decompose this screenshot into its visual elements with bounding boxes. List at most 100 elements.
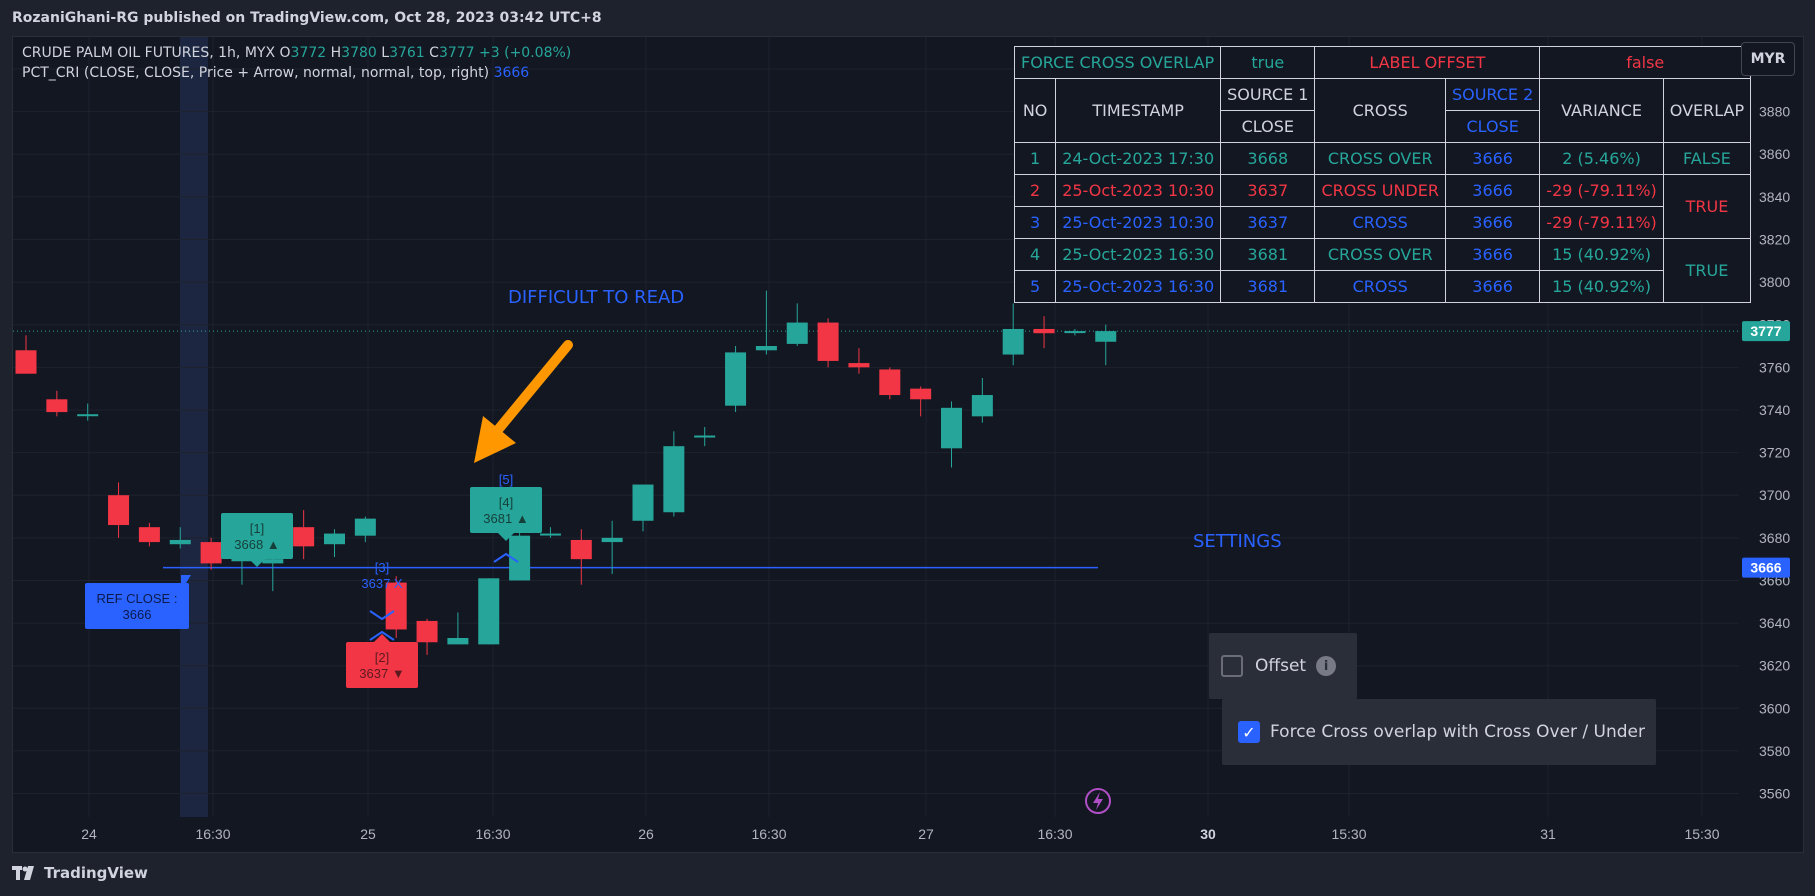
candle-body: [324, 533, 345, 545]
cross-label-4-box: [470, 487, 542, 533]
candle-body: [46, 399, 68, 413]
low-key: L: [381, 45, 390, 61]
row-timestamp: 24-Oct-2023 17:30: [1055, 142, 1222, 175]
candle-body: [755, 346, 777, 351]
y-tick-label: 3640: [1759, 615, 1790, 631]
label-offset-value: false: [1539, 46, 1752, 79]
x-tick-label: 25: [360, 826, 376, 842]
row-source2: 3666: [1444, 142, 1541, 175]
table-row: 3 25-Oct-2023 10:30 3637 CROSS 3666 -29 …: [1013, 206, 1751, 239]
row-cross: CROSS OVER: [1314, 142, 1446, 175]
x-tick-label: 16:30: [195, 826, 230, 842]
candle-body: [416, 620, 438, 643]
cross-chevron-3: [369, 610, 395, 621]
x-tick-label: 31: [1540, 826, 1556, 842]
x-tick-label: 16:30: [475, 826, 510, 842]
x-tick-label: 15:30: [1331, 826, 1366, 842]
row-cross: CROSS: [1314, 270, 1446, 303]
cross-label-2-pointer: [374, 634, 390, 642]
header-timestamp: TIMESTAMP: [1055, 78, 1222, 143]
reference-price-tag: 3666: [1750, 560, 1781, 576]
currency-button[interactable]: MYR: [1741, 42, 1795, 76]
cross-label-4-line1: [4]: [499, 495, 513, 510]
y-tick-label: 3740: [1759, 402, 1790, 418]
orange-arrow-shaft: [492, 340, 573, 436]
header-source1: SOURCE 1: [1220, 78, 1316, 111]
last-price-tag: 3777: [1750, 323, 1781, 339]
y-tick-label: 3820: [1759, 231, 1790, 247]
candle-body: [1095, 331, 1117, 342]
tradingview-logo[interactable]: TradingView: [12, 864, 148, 882]
y-tick-label: 3600: [1759, 700, 1790, 716]
open-value: 3772: [290, 45, 327, 61]
high-value: 3780: [341, 45, 377, 61]
row-timestamp: 25-Oct-2023 16:30: [1055, 238, 1222, 271]
x-tick-label: 27: [918, 826, 934, 842]
row-source2: 3666: [1444, 174, 1541, 207]
row-no: 1: [1013, 142, 1057, 175]
row-source2: 3666: [1444, 206, 1541, 239]
highlight-band: [180, 37, 208, 817]
y-tick-label: 3620: [1759, 658, 1790, 674]
difficult-to-read-annotation: DIFFICULT TO READ: [508, 287, 685, 308]
row-timestamp: 25-Oct-2023 10:30: [1055, 206, 1222, 239]
force-cross-setting[interactable]: ✓ Force Cross overlap with Cross Over / …: [1222, 699, 1656, 765]
candle-body: [1002, 328, 1024, 355]
bottom-bar: [0, 853, 1815, 896]
x-tick-label: 26: [638, 826, 654, 842]
header-close1: CLOSE: [1220, 110, 1316, 143]
y-tick-label: 3680: [1759, 530, 1790, 546]
row-cross: CROSS: [1314, 206, 1446, 239]
top-bar: RozaniGhani-RG published on TradingView.…: [0, 0, 1815, 36]
row-timestamp: 25-Oct-2023 10:30: [1055, 174, 1222, 207]
cross-chevron-2: [369, 630, 395, 641]
orange-arrow-head: [474, 416, 516, 463]
ref-close-label-line2: 3666: [123, 607, 152, 622]
candle-body: [169, 539, 191, 545]
indicator-name: PCT_CRI (CLOSE, CLOSE, Price + Arrow, no…: [22, 65, 490, 81]
low-value: 3761: [389, 45, 425, 61]
candle-body: [231, 557, 253, 562]
y-tick-label: 3860: [1759, 146, 1790, 162]
candle-body: [879, 369, 901, 396]
cross-label-2-line2: 3637 ▼: [359, 666, 404, 681]
change-value: +3 (+0.08%): [479, 45, 572, 61]
row-variance: 15 (40.92%): [1539, 238, 1664, 271]
tradingview-logo-icon: [12, 866, 34, 880]
force-cross-overlap-value: true: [1220, 46, 1316, 79]
row-no: 2: [1013, 174, 1057, 207]
force-cross-overlap-label: FORCE CROSS OVERLAP: [1013, 46, 1222, 79]
candle-body: [663, 446, 685, 513]
ref-close-label-line1: REF CLOSE :: [97, 591, 178, 606]
candle-body: [1033, 328, 1055, 334]
candle-body: [509, 535, 531, 581]
cross-label-1-pointer: [249, 559, 265, 567]
force-cross-label: Force Cross overlap with Cross Over / Un…: [1270, 722, 1646, 742]
ref-close-label-box: [85, 583, 189, 629]
y-tick-label: 3580: [1759, 743, 1790, 759]
candle-body: [354, 518, 376, 536]
cross-label-3-line1: [3]: [375, 560, 389, 575]
symbol-name: CRUDE PALM OIL FUTURES, 1h, MYX: [22, 45, 276, 61]
row-source1: 3681: [1220, 270, 1316, 303]
last-price-tag-bg: [1742, 321, 1790, 342]
candle-body: [632, 484, 654, 521]
brand-name: TradingView: [44, 864, 148, 882]
header-cross: CROSS: [1314, 78, 1446, 143]
info-icon[interactable]: i: [1316, 656, 1337, 676]
x-tick-label: 15:30: [1684, 826, 1719, 842]
header-source2: SOURCE 2: [1444, 78, 1541, 111]
row-source1: 3637: [1220, 174, 1316, 207]
candle-body: [447, 637, 469, 645]
offset-setting[interactable]: Offset i: [1209, 633, 1357, 699]
force-cross-checkbox[interactable]: ✓: [1238, 721, 1260, 743]
candlestick-chart[interactable]: 3560358036003620364036603680370037203740…: [13, 37, 1804, 853]
table-row: 4 25-Oct-2023 16:30 3681 CROSS OVER 3666…: [1013, 238, 1752, 303]
ref-close-pointer: [181, 575, 191, 591]
indicator-legend[interactable]: PCT_CRI (CLOSE, CLOSE, Price + Arrow, no…: [22, 65, 529, 81]
y-tick-label: 3840: [1759, 189, 1790, 205]
row-source2: 3666: [1444, 238, 1541, 271]
candle-body: [941, 407, 962, 449]
cross-label-2-box: [346, 642, 418, 688]
offset-checkbox[interactable]: [1221, 655, 1243, 677]
